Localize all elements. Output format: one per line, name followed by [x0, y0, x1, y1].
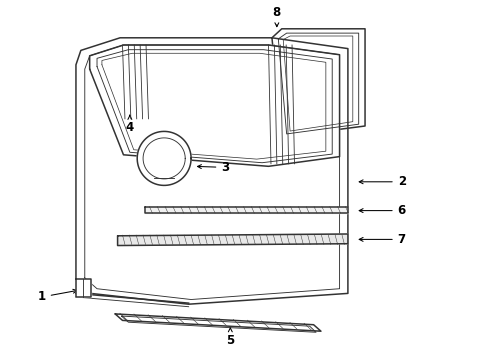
Text: 6: 6: [359, 204, 406, 217]
Polygon shape: [118, 234, 348, 246]
Text: 8: 8: [273, 6, 281, 27]
Text: 2: 2: [359, 175, 406, 188]
Text: 1: 1: [38, 289, 77, 303]
Polygon shape: [137, 131, 191, 185]
Text: 7: 7: [359, 233, 406, 246]
Polygon shape: [272, 29, 365, 137]
Text: 5: 5: [226, 328, 234, 347]
Text: 3: 3: [197, 161, 229, 174]
Polygon shape: [115, 314, 321, 331]
Polygon shape: [76, 279, 91, 297]
Polygon shape: [76, 38, 348, 304]
Polygon shape: [145, 207, 348, 213]
Polygon shape: [90, 45, 340, 166]
Text: 4: 4: [126, 115, 134, 134]
